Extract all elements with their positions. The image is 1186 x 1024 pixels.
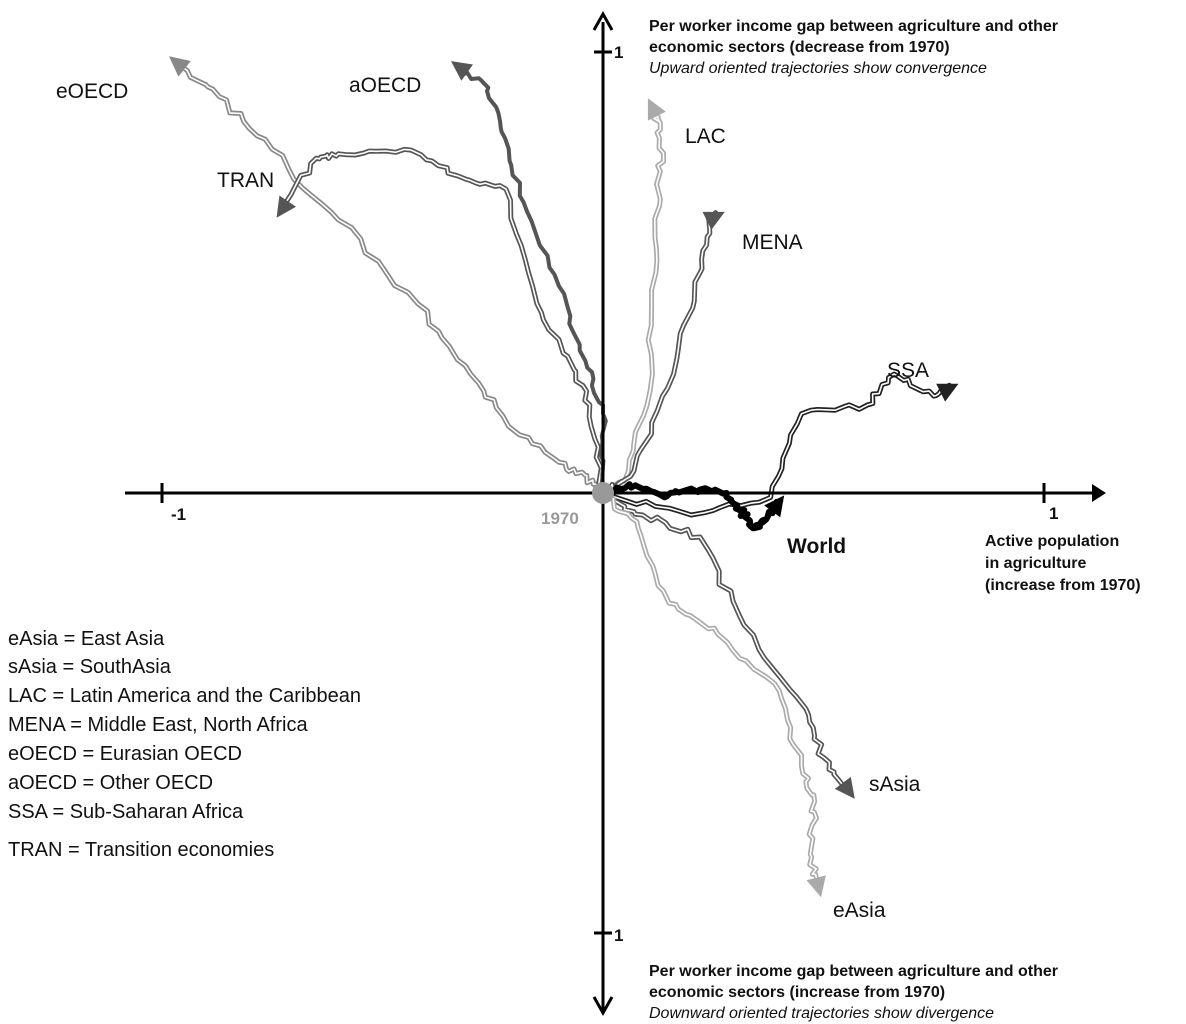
series-label-sAsia: sAsia	[869, 773, 921, 796]
legend-entry: aOECD = Other OECD	[8, 772, 213, 794]
series-eAsia	[601, 490, 826, 898]
series-line-MENA	[602, 210, 720, 496]
y-axis-bottom-label-line2: economic sectors (increase from 1970)	[649, 984, 945, 1001]
series-line-LAC	[602, 102, 667, 496]
legend-entry: TRAN = Transition economies	[8, 839, 274, 861]
series-LAC	[602, 98, 667, 496]
series-World	[601, 481, 785, 532]
series-label-SSA: SSA	[887, 359, 929, 382]
x-axis-label-line3: (increase from 1970)	[985, 577, 1141, 594]
series-arrowhead-TRAN	[276, 195, 296, 218]
legend-entry: eOECD = Eurasian OECD	[8, 743, 242, 765]
y-axis-top-label-line2: economic sectors (decrease from 1970)	[649, 39, 950, 56]
series-layer	[169, 56, 959, 898]
axes	[125, 10, 1106, 1017]
y-axis-arrow-bottom	[592, 996, 614, 1017]
y-axis-top-label-line1: Per worker income gap between agricultur…	[649, 18, 1058, 35]
legend-entry: eAsia = East Asia	[8, 628, 165, 650]
x-axis-label-line1: Active population	[985, 533, 1119, 550]
series-line-inner-SSA	[602, 373, 952, 516]
series-TRAN	[276, 146, 606, 495]
series-arrowhead-SSA	[936, 383, 959, 402]
series-label-World: World	[787, 535, 846, 558]
legend-entry: LAC = Latin America and the Caribbean	[8, 685, 361, 707]
x-axis-arrow-right	[1092, 484, 1106, 502]
legend-entry: MENA = Middle East, North Africa	[8, 714, 308, 736]
series-arrowhead-sAsia	[834, 776, 855, 799]
series-arrowhead-LAC	[647, 98, 666, 121]
series-sAsia	[601, 490, 855, 799]
x-axis-label-line2: in agriculture	[985, 555, 1086, 572]
series-line-World	[601, 481, 781, 532]
series-label-eOECD: eOECD	[56, 80, 128, 103]
series-arrowhead-eOECD	[169, 56, 191, 77]
series-line-inner-TRAN	[280, 148, 604, 494]
series-label-aOECD: aOECD	[349, 74, 421, 97]
y-axis-arrow-top	[592, 10, 614, 31]
y-axis-bottom-label-line1: Per worker income gap between agricultur…	[649, 963, 1058, 980]
y-axis-top-note: Upward oriented trajectories show conver…	[649, 60, 987, 77]
series-MENA	[602, 210, 725, 496]
y-tick-label-bottom: 1	[614, 926, 623, 945]
origin-label: 1970	[541, 509, 579, 528]
series-label-eAsia: eAsia	[833, 899, 886, 922]
x-tick-label-plus1: 1	[1049, 504, 1058, 523]
series-label-MENA: MENA	[742, 231, 803, 254]
series-line-inner-eAsia	[602, 492, 820, 890]
series-arrowhead-aOECD	[451, 61, 473, 81]
series-line-TRAN	[278, 146, 606, 495]
series-arrowhead-eAsia	[806, 875, 826, 898]
legend-entry: sAsia = SouthAsia	[8, 656, 172, 678]
series-line-inner-sAsia	[602, 492, 851, 794]
series-label-TRAN: TRAN	[217, 169, 274, 192]
y-axis-bottom-note: Downward oriented trajectories show dive…	[649, 1005, 994, 1022]
x-tick-label-minus1: -1	[171, 505, 186, 524]
series-arrowhead-World	[764, 495, 785, 518]
series-SSA	[602, 371, 959, 518]
origin-marker	[592, 482, 614, 504]
series-arrowhead-MENA	[702, 211, 725, 230]
legend: eAsia = East Asia sAsia = SouthAsia LAC …	[8, 628, 361, 861]
series-eOECD	[169, 56, 606, 497]
series-line-inner-eOECD	[174, 60, 605, 495]
legend-entry: SSA = Sub-Saharan Africa	[8, 801, 244, 823]
y-tick-label-top: 1	[614, 43, 623, 62]
series-label-LAC: LAC	[685, 125, 726, 148]
